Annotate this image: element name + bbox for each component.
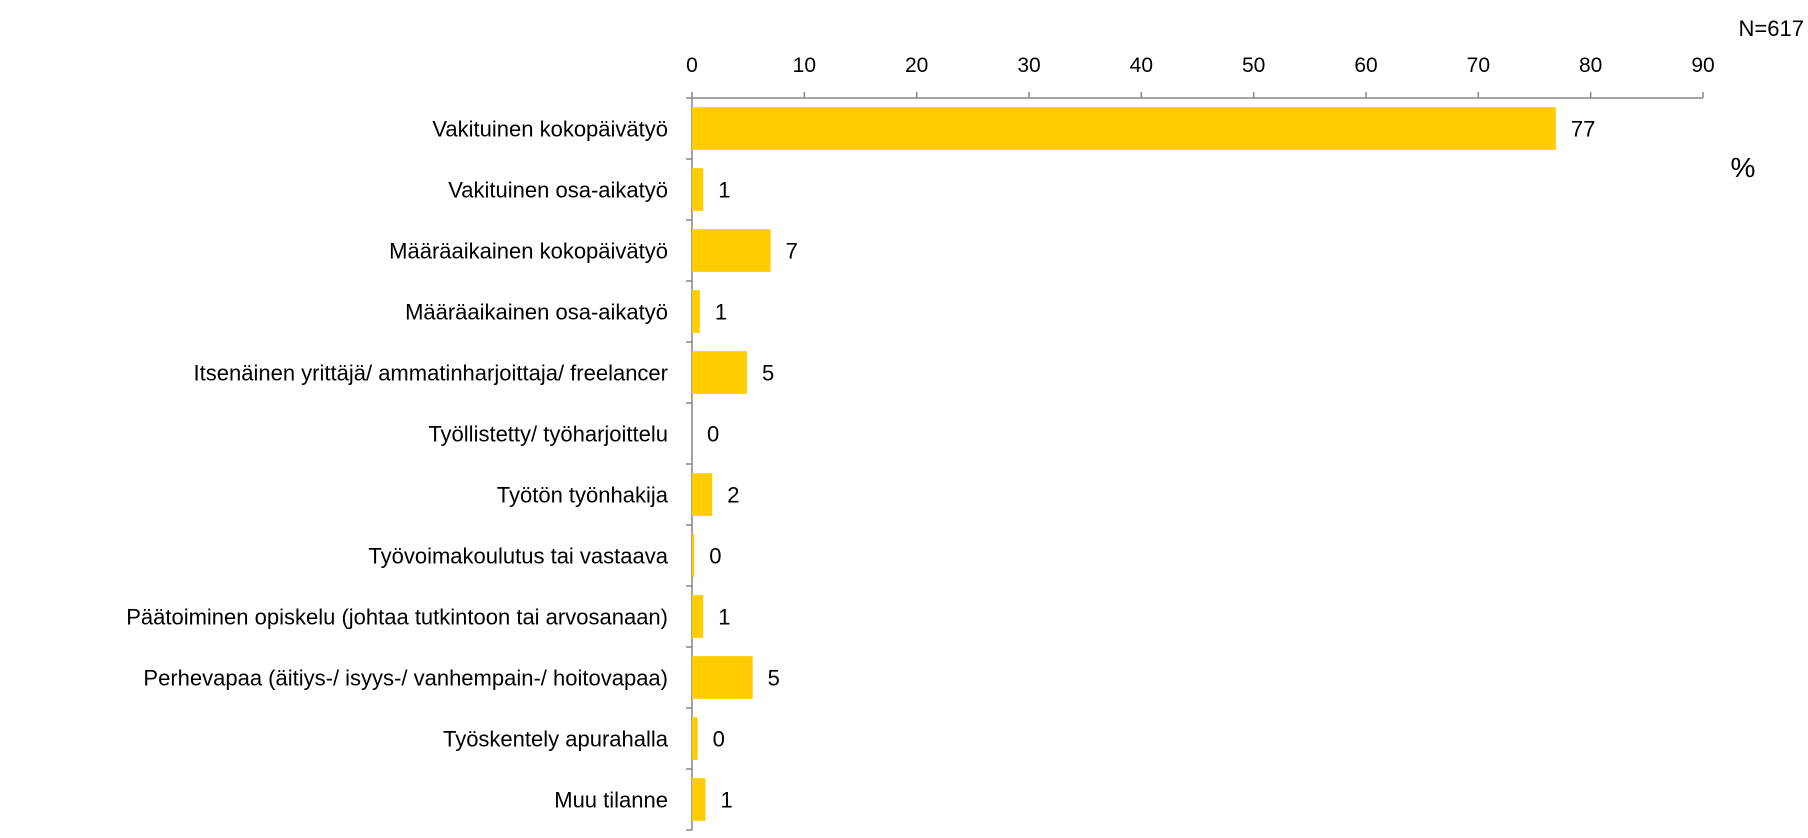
bar: [692, 595, 704, 638]
x-tick-label: 40: [1130, 54, 1153, 77]
category-label: Työllistetty/ työharjoittelu: [428, 422, 668, 447]
data-label: 0: [713, 727, 725, 752]
category-label: Määräaikainen kokopäivätyö: [389, 239, 668, 264]
sample-size-label: N=617: [1739, 16, 1804, 41]
x-tick-label: 30: [1017, 54, 1040, 77]
category-label: Muu tilanne: [554, 788, 668, 813]
bars: [692, 107, 1556, 821]
category-label: Perhevapaa (äitiys-/ isyys-/ vanhempain-…: [143, 666, 668, 691]
category-label: Työvoimakoulutus tai vastaava: [368, 544, 668, 569]
data-label: 2: [727, 483, 739, 508]
category-label: Työtön työnhakija: [497, 483, 669, 508]
data-label: 1: [718, 178, 730, 203]
bar: [692, 107, 1556, 150]
x-tick-label: 0: [686, 54, 698, 77]
x-tick-label: 20: [905, 54, 928, 77]
data-labels: 77 1 7 1 5 0 2 0 1 5 0 1: [707, 117, 1595, 813]
bar: [692, 351, 748, 394]
bar: [692, 168, 704, 211]
bar: [692, 778, 706, 821]
unit-label: %: [1731, 152, 1756, 183]
y-axis: [686, 97, 693, 831]
data-label: 5: [762, 361, 774, 386]
data-label: 1: [720, 788, 732, 813]
x-tick-label: 60: [1354, 54, 1377, 77]
category-label: Vakituinen kokopäivätyö: [432, 117, 668, 142]
category-labels: Vakituinen kokopäivätyö Vakituinen osa-ai…: [126, 117, 669, 813]
bar: [692, 656, 753, 699]
data-label: 7: [786, 239, 798, 264]
x-tick-label: 50: [1242, 54, 1265, 77]
x-axis: 0 10 20 30 40 50 60 70 80 90: [686, 54, 1715, 99]
x-tick-label: 10: [793, 54, 816, 77]
bar: [692, 290, 700, 333]
bar: [692, 473, 713, 516]
category-label: Itsenäinen yrittäjä/ ammatinharjoittaja/…: [194, 361, 668, 386]
category-label: Määräaikainen osa-aikatyö: [405, 300, 668, 325]
data-label: 5: [768, 666, 780, 691]
bar: [692, 534, 695, 577]
category-label: Päätoiminen opiskelu (johtaa tutkintoon …: [126, 605, 668, 630]
category-label: Vakituinen osa-aikatyö: [448, 178, 668, 203]
bar: [692, 717, 698, 760]
data-label: 0: [709, 544, 721, 569]
x-tick-label: 70: [1467, 54, 1490, 77]
x-tick-label: 80: [1579, 54, 1602, 77]
data-label: 1: [718, 605, 730, 630]
bar: [692, 229, 771, 272]
data-label: 77: [1571, 117, 1595, 142]
data-label: 1: [715, 300, 727, 325]
category-label: Työskentely apurahalla: [443, 727, 669, 752]
data-label: 0: [707, 422, 719, 447]
x-tick-label: 90: [1691, 54, 1714, 77]
